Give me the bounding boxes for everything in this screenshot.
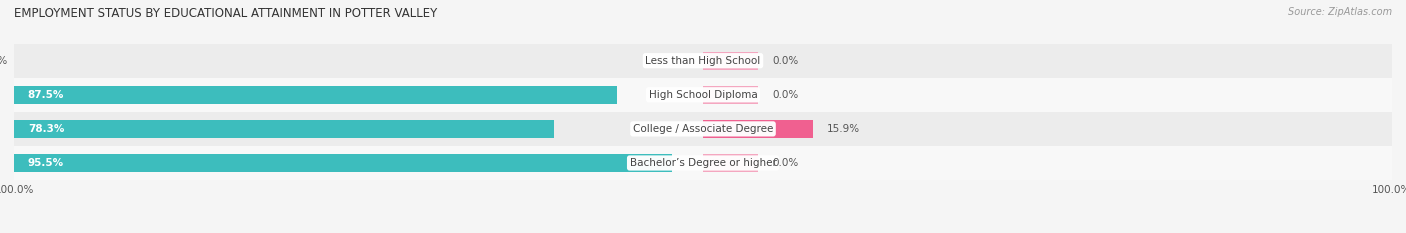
Text: Less than High School: Less than High School (645, 56, 761, 66)
Text: High School Diploma: High School Diploma (648, 90, 758, 100)
Bar (14, 78, 1392, 112)
Text: 95.5%: 95.5% (28, 158, 63, 168)
Text: 0.0%: 0.0% (772, 90, 799, 100)
Bar (703, 154, 758, 172)
Text: Source: ZipAtlas.com: Source: ZipAtlas.com (1288, 7, 1392, 17)
Text: College / Associate Degree: College / Associate Degree (633, 124, 773, 134)
Bar (14, 86, 617, 104)
Bar (703, 120, 813, 138)
Text: Bachelor’s Degree or higher: Bachelor’s Degree or higher (630, 158, 776, 168)
Bar (14, 146, 1392, 180)
Bar (14, 112, 1392, 146)
Bar (14, 154, 672, 172)
Bar (14, 120, 554, 138)
Text: 15.9%: 15.9% (827, 124, 859, 134)
Bar (703, 52, 758, 70)
Text: EMPLOYMENT STATUS BY EDUCATIONAL ATTAINMENT IN POTTER VALLEY: EMPLOYMENT STATUS BY EDUCATIONAL ATTAINM… (14, 7, 437, 20)
Text: 87.5%: 87.5% (28, 90, 65, 100)
Bar (14, 44, 1392, 78)
Text: 0.0%: 0.0% (772, 158, 799, 168)
Text: 78.3%: 78.3% (28, 124, 65, 134)
Bar (703, 86, 758, 104)
Text: 0.0%: 0.0% (0, 56, 7, 66)
Text: 0.0%: 0.0% (772, 56, 799, 66)
